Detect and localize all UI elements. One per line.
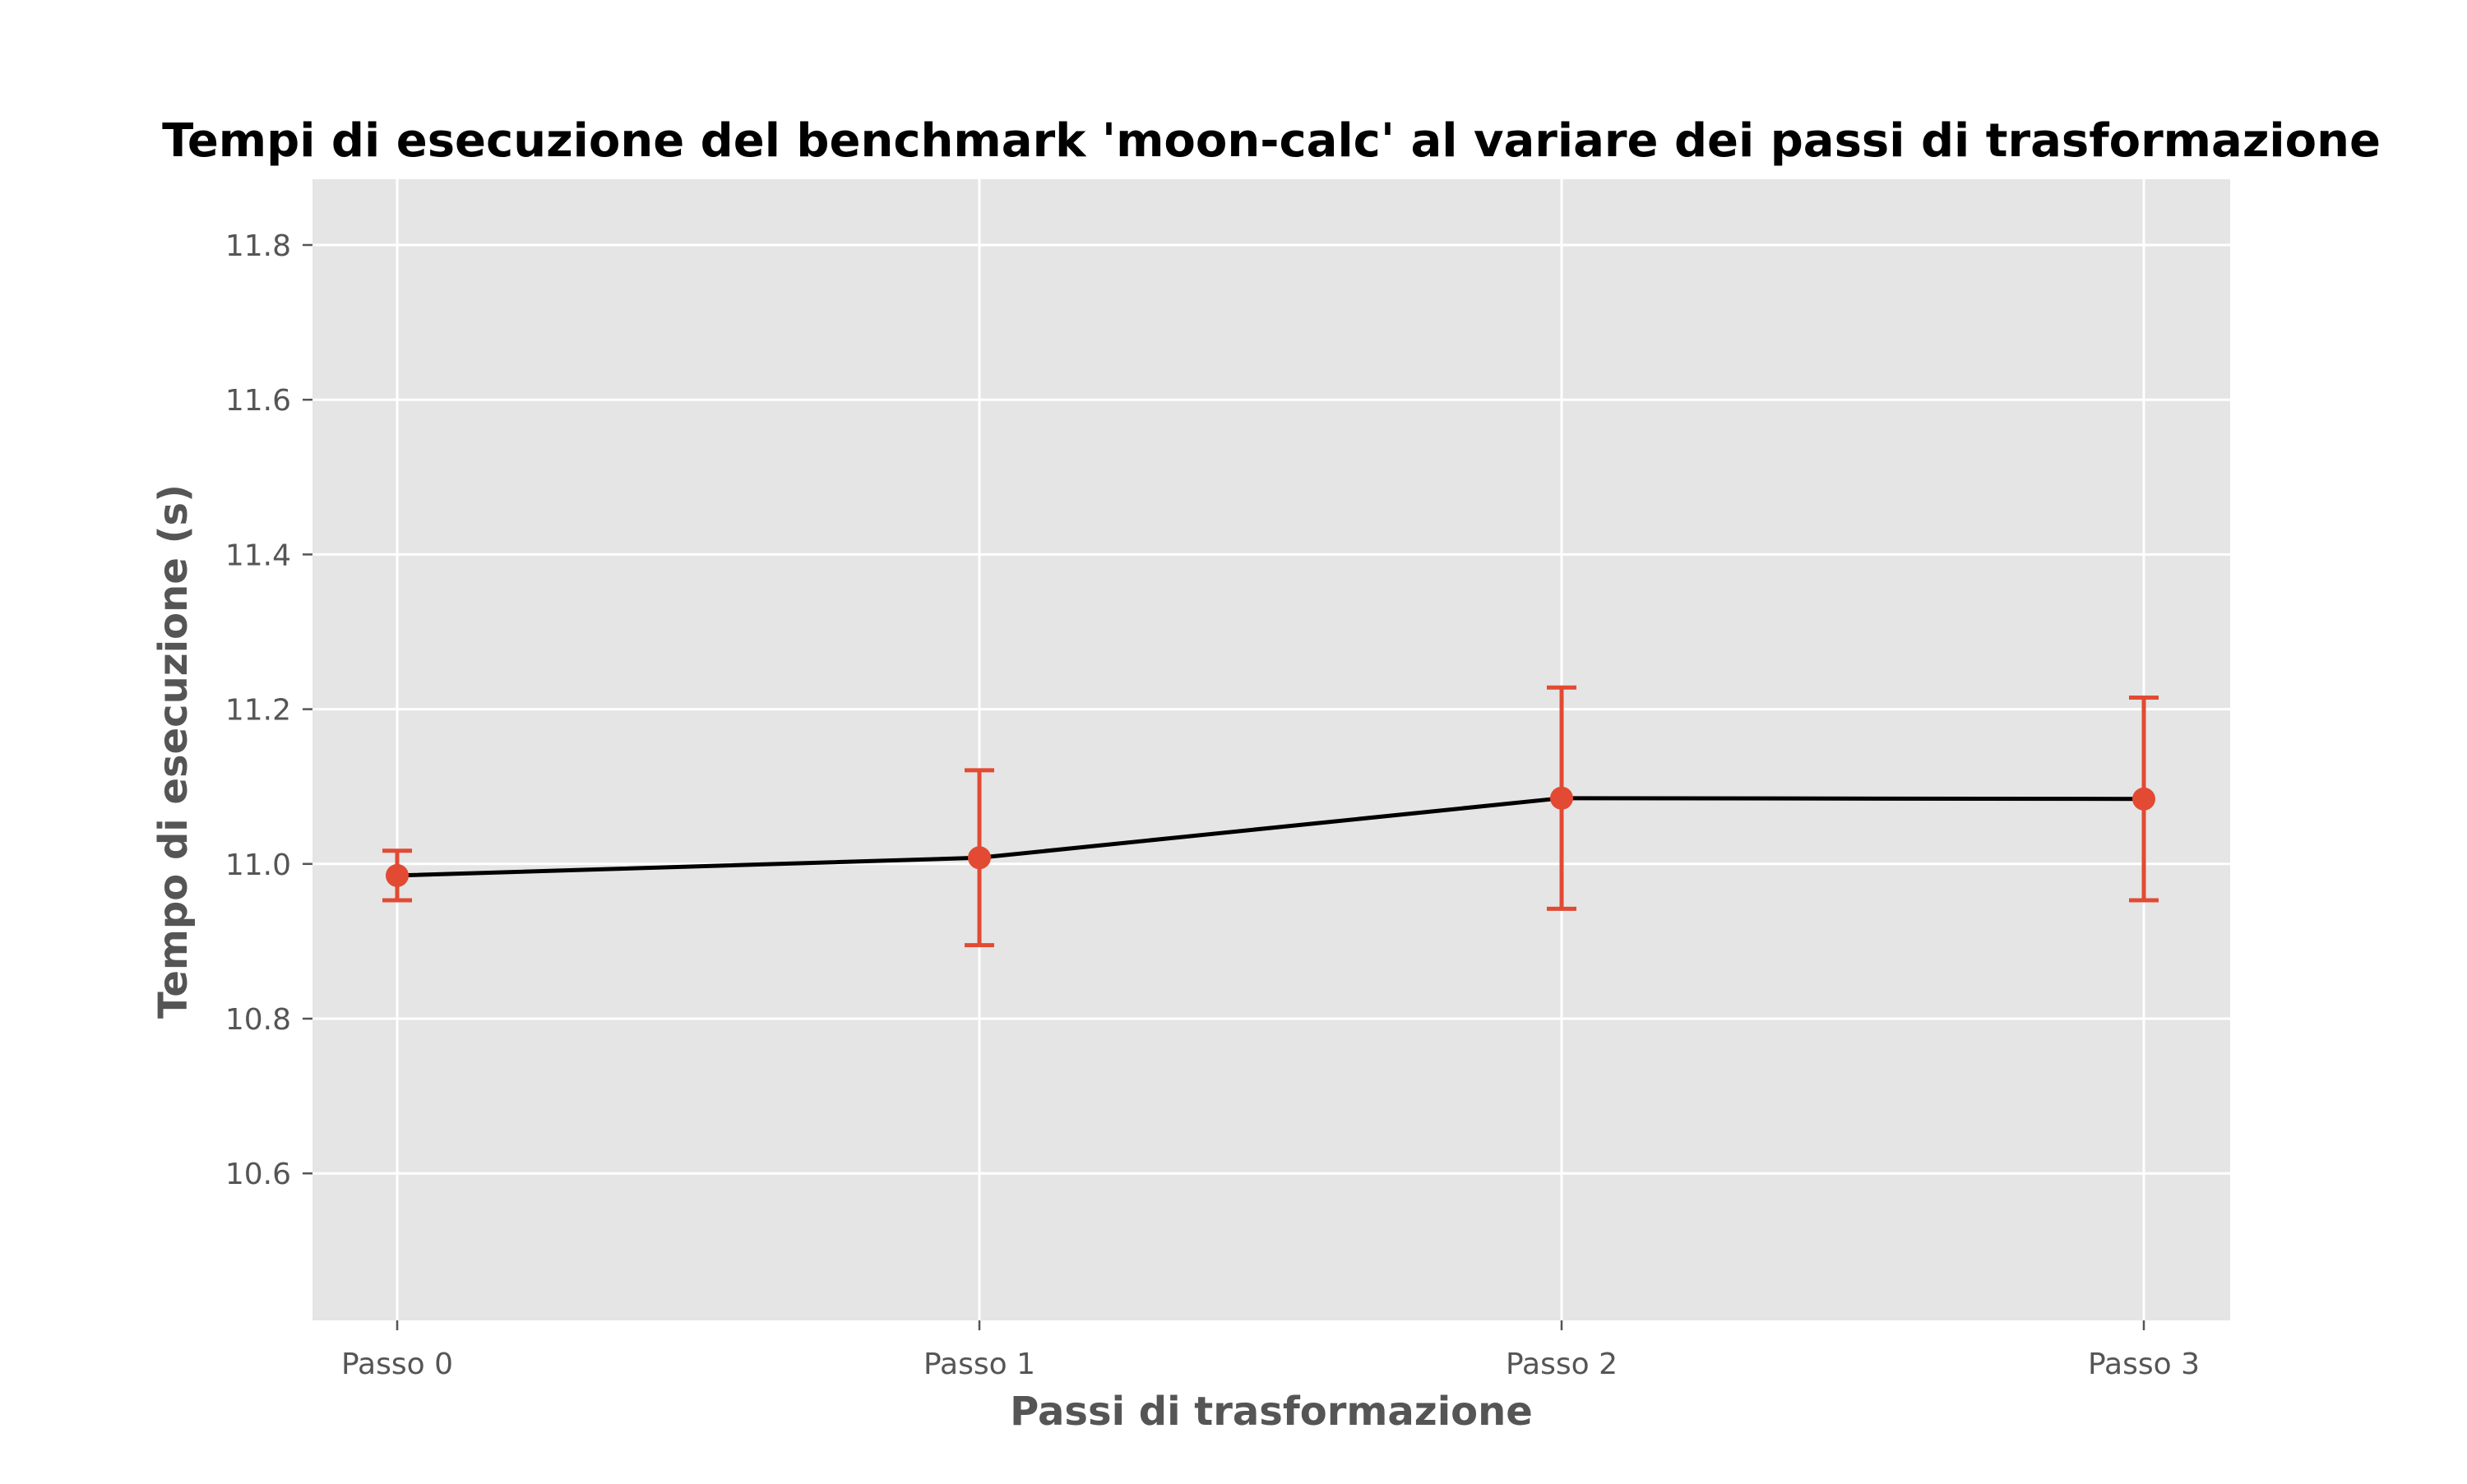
chart-title: Tempi di esecuzione del benchmark 'moon-… — [162, 114, 2381, 168]
y-tick-label: 10.6 — [225, 1158, 291, 1191]
y-axis-label: Tempo di esecuzione (s) — [150, 484, 197, 1019]
x-tick-label: Passo 2 — [1506, 1348, 1618, 1381]
series-line — [396, 796, 2145, 878]
data-point — [386, 863, 409, 887]
y-tick-label: 11.6 — [225, 384, 291, 418]
data-point — [968, 846, 991, 870]
x-axis-label: Passi di trasformazione — [1010, 1389, 1533, 1435]
x-tick-label: Passo 3 — [2088, 1348, 2200, 1381]
grid-lines — [312, 179, 2230, 1320]
data-point — [2132, 787, 2155, 811]
y-tick-label: 11.8 — [225, 229, 291, 263]
y-tick-label: 10.8 — [225, 1003, 291, 1037]
data-point — [1550, 786, 1573, 810]
y-tick-label: 11.2 — [225, 694, 291, 728]
data-series — [382, 685, 2159, 948]
x-tick-label: Passo 1 — [923, 1348, 1035, 1381]
y-tick-label: 11.4 — [225, 539, 291, 572]
y-tick-label: 11.0 — [225, 848, 291, 882]
axis-ticks: 10.6 10.8 11.0 11.2 11.4 11.6 11.8 Passo 0 Passo… — [225, 229, 2200, 1381]
x-tick-label: Passo 0 — [341, 1348, 453, 1381]
plot-area — [312, 179, 2230, 1320]
